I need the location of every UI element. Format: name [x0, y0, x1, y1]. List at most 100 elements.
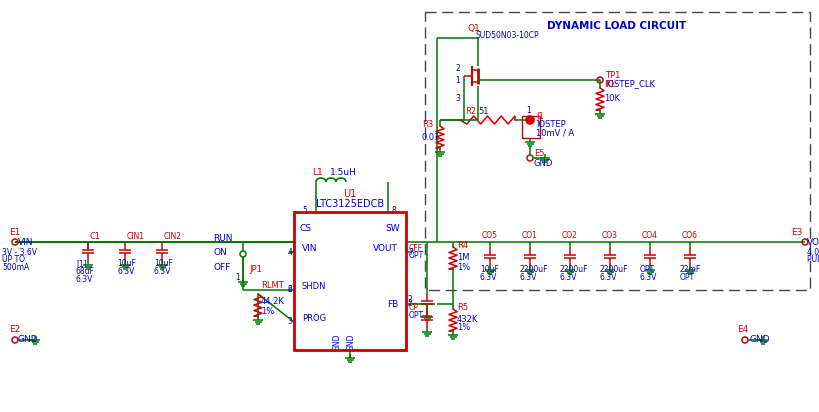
Text: 2200uF: 2200uF [600, 265, 628, 274]
Text: E5: E5 [534, 148, 545, 157]
Text: 10uF: 10uF [480, 265, 499, 274]
Text: 432K: 432K [457, 314, 478, 323]
Bar [294, 212, 406, 350]
Text: 7: 7 [408, 248, 413, 257]
Text: OFF: OFF [213, 264, 230, 272]
Text: 2: 2 [408, 295, 413, 304]
Text: L1: L1 [312, 168, 323, 176]
Text: OPT: OPT [409, 251, 424, 260]
Text: GND: GND [534, 159, 554, 168]
Text: TP1: TP1 [605, 70, 620, 80]
Text: OPT: OPT [409, 311, 424, 321]
Text: E3: E3 [792, 227, 803, 236]
Text: VIN: VIN [302, 244, 318, 253]
Text: SUD50N03-10CP: SUD50N03-10CP [476, 30, 540, 40]
Text: JP1: JP1 [249, 265, 262, 274]
Text: 8: 8 [392, 206, 396, 215]
Text: E2: E2 [9, 325, 20, 335]
Text: 3: 3 [455, 94, 460, 103]
Text: 1: 1 [526, 105, 531, 115]
Text: RUN: RUN [213, 234, 233, 243]
Text: CIN1: CIN1 [127, 232, 145, 241]
Bar [425, 12, 810, 290]
Text: 44.2K: 44.2K [261, 297, 285, 307]
Text: R4: R4 [457, 241, 468, 250]
Text: CO2: CO2 [562, 230, 578, 239]
Text: LTC3125EDCB: LTC3125EDCB [316, 199, 384, 209]
Text: 6.3V: 6.3V [76, 276, 93, 285]
Text: 0.01: 0.01 [422, 133, 441, 143]
Text: IOSTEP_CLK: IOSTEP_CLK [605, 80, 655, 89]
Text: 6.3V: 6.3V [520, 272, 537, 281]
Text: 6.3V: 6.3V [640, 272, 658, 281]
Text: 6: 6 [287, 286, 292, 295]
Text: GND: GND [750, 335, 771, 344]
Text: Q1: Q1 [468, 23, 481, 33]
Text: CO3: CO3 [602, 230, 618, 239]
Text: 3V - 3.6V: 3V - 3.6V [2, 248, 37, 257]
Text: SW: SW [386, 224, 400, 233]
Text: 1.5uH: 1.5uH [330, 168, 357, 176]
Text: 6.3V: 6.3V [117, 267, 134, 276]
Text: 1%: 1% [457, 262, 470, 272]
Circle shape [526, 116, 534, 124]
Text: SHDN: SHDN [302, 282, 327, 291]
Text: CO1: CO1 [522, 230, 538, 239]
Text: U1: U1 [343, 189, 356, 199]
Text: 6.3V: 6.3V [560, 272, 577, 281]
Text: R3: R3 [422, 119, 433, 129]
Text: 68uF: 68uF [76, 267, 95, 276]
Text: PROG: PROG [302, 314, 326, 323]
Text: [1]: [1] [76, 260, 87, 269]
Text: 2: 2 [287, 286, 292, 295]
Text: 6.3V: 6.3V [480, 272, 497, 281]
Text: 1M: 1M [457, 253, 469, 262]
Text: 10K: 10K [604, 94, 620, 103]
Text: CFF: CFF [409, 243, 423, 253]
Text: E1: E1 [9, 227, 20, 236]
Bar [522, 116, 540, 138]
Text: R5: R5 [457, 302, 468, 311]
Text: 1: 1 [235, 274, 240, 283]
Text: OPT: OPT [640, 265, 655, 274]
Text: 1%: 1% [261, 307, 274, 316]
Text: 4: 4 [287, 248, 292, 257]
Text: ON: ON [213, 248, 227, 257]
Text: CO4: CO4 [642, 230, 658, 239]
Text: R1: R1 [604, 80, 615, 89]
Text: CS: CS [300, 224, 312, 233]
Text: 10mV / A: 10mV / A [536, 129, 574, 138]
Text: CO5: CO5 [482, 230, 498, 239]
Text: 2: 2 [455, 63, 460, 73]
Text: 2: 2 [408, 300, 413, 309]
Text: VOUT: VOUT [373, 244, 398, 253]
Text: PULSE LOAD: PULSE LOAD [807, 255, 819, 265]
Text: UP TO: UP TO [2, 255, 25, 265]
Text: C1: C1 [90, 232, 101, 241]
Text: CP: CP [409, 304, 419, 312]
Text: OPT: OPT [680, 272, 695, 281]
Text: 2200uF: 2200uF [520, 265, 549, 274]
Text: 51: 51 [478, 106, 488, 115]
Text: 10uF: 10uF [117, 260, 136, 269]
Text: FB: FB [387, 300, 398, 309]
Text: CO6: CO6 [682, 230, 698, 239]
Text: GND: GND [347, 333, 356, 351]
Text: 3: 3 [287, 318, 292, 326]
Text: 22mF: 22mF [680, 265, 701, 274]
Text: VOUT: VOUT [807, 237, 819, 246]
Text: 1: 1 [455, 75, 460, 84]
Text: GND: GND [333, 333, 342, 351]
Text: IOSTEP: IOSTEP [536, 119, 566, 129]
Text: E4: E4 [737, 325, 749, 335]
Text: DYNAMIC LOAD CIRCUIT: DYNAMIC LOAD CIRCUIT [547, 21, 686, 31]
Text: 1%: 1% [457, 323, 470, 332]
Text: GND: GND [18, 335, 38, 344]
Text: J1: J1 [536, 112, 544, 120]
Text: 2200uF: 2200uF [560, 265, 589, 274]
Text: CIN2: CIN2 [164, 232, 182, 241]
Text: RLMT: RLMT [261, 281, 283, 290]
Text: VIN: VIN [18, 237, 34, 246]
Text: 10uF: 10uF [154, 260, 173, 269]
Text: 6.3V: 6.3V [600, 272, 618, 281]
